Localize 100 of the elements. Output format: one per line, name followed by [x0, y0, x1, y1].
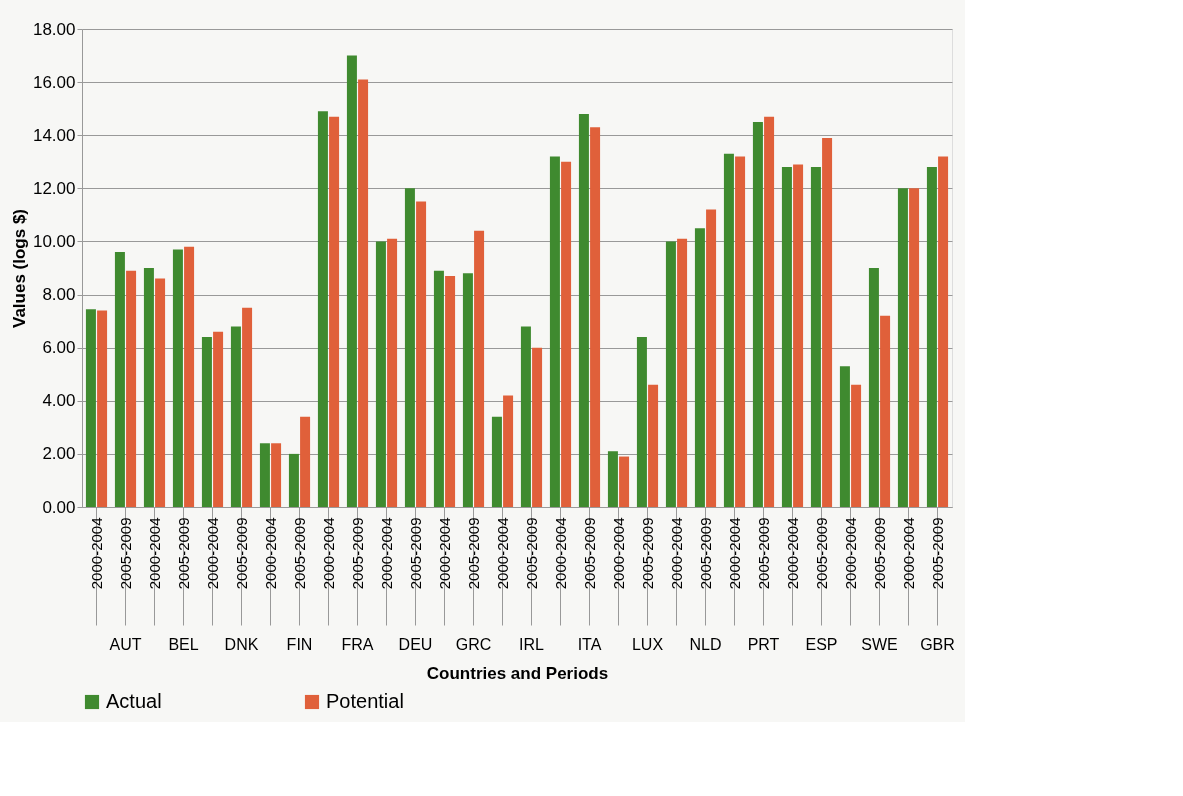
- bar: [375, 241, 386, 507]
- bar: [433, 270, 444, 507]
- y-tick-label: 4.00: [42, 391, 76, 411]
- text: GRC: [455, 636, 492, 653]
- x-tick-label: 2005-2009: [290, 517, 308, 590]
- bar: [578, 113, 589, 507]
- text: NLD: [689, 636, 722, 653]
- bar: [242, 307, 253, 507]
- x-tick-label: 2005-2009: [348, 517, 366, 590]
- bar: [503, 395, 514, 507]
- bar: [590, 127, 601, 507]
- text: LUX: [631, 636, 664, 653]
- x-tick-label: 2000-2004: [783, 517, 801, 590]
- bar: [781, 167, 792, 507]
- bar: [259, 443, 270, 507]
- bar: [822, 137, 833, 507]
- bar: [300, 416, 311, 507]
- bar: [926, 167, 937, 507]
- bar: [288, 453, 299, 507]
- bar: [358, 79, 369, 507]
- y-axis-title: Values (logs $): [9, 208, 29, 329]
- x-tick-label: 2005-2009: [174, 517, 192, 590]
- x-tick-label: 2000-2004: [87, 517, 105, 590]
- bar: [665, 241, 676, 507]
- x-tick-label: 2005-2009: [464, 517, 482, 590]
- bar: [677, 238, 688, 507]
- x-tick-label: 2000-2004: [261, 517, 279, 590]
- bar: [462, 273, 473, 507]
- x-tick-label: 2000-2004: [725, 517, 743, 590]
- bar: [155, 278, 166, 507]
- bar: [143, 268, 154, 507]
- text: ESP: [805, 636, 838, 653]
- bar: [839, 366, 850, 507]
- bar: [97, 310, 108, 507]
- x-tick-label: 2000-2004: [145, 517, 163, 590]
- bar: [532, 347, 543, 507]
- text: DNK: [224, 636, 259, 653]
- y-tick-label: 2.00: [42, 444, 76, 464]
- y-tick-label: 0.00: [42, 497, 76, 517]
- x-tick-label: 2005-2009: [928, 517, 946, 590]
- bar: [213, 331, 224, 507]
- bar: [346, 55, 357, 507]
- bar: [648, 384, 659, 507]
- x-tick-label: 2005-2009: [812, 517, 830, 590]
- bar: [172, 249, 183, 507]
- bar: [880, 315, 891, 507]
- y-tick-label: 10.00: [32, 231, 76, 251]
- bar: [416, 201, 427, 507]
- bar: [938, 156, 949, 507]
- bar: [271, 443, 282, 507]
- bar: [897, 188, 908, 507]
- bar: [909, 188, 920, 507]
- x-tick-label: 2000-2004: [493, 517, 511, 590]
- text: ITA: [577, 636, 602, 653]
- bar: [445, 275, 456, 507]
- bar: [607, 451, 618, 507]
- x-tick-label: 2005-2009: [638, 517, 656, 590]
- text: SWE: [861, 636, 898, 653]
- text: FIN: [286, 636, 313, 653]
- text: PRT: [747, 636, 780, 653]
- x-tick-label: 2005-2009: [406, 517, 424, 590]
- bar: [723, 153, 734, 507]
- bar: [868, 268, 879, 507]
- x-tick-label: 2005-2009: [116, 517, 134, 590]
- bar: [201, 337, 212, 507]
- bar: [387, 238, 398, 507]
- bar: [329, 116, 340, 507]
- bar: [126, 270, 137, 507]
- y-tick-label: 12.00: [32, 178, 76, 198]
- bar: [735, 156, 746, 507]
- bar: [184, 246, 195, 507]
- x-tick-label: 2005-2009: [232, 517, 250, 590]
- bar: [520, 326, 531, 507]
- x-tick-label: 2005-2009: [754, 517, 772, 590]
- bar: [793, 164, 804, 507]
- x-axis-title: Countries and Periods: [426, 664, 609, 683]
- text: FRA: [341, 636, 374, 653]
- x-tick-label: 2005-2009: [522, 517, 540, 590]
- x-tick-label: 2000-2004: [203, 517, 221, 590]
- legend-label: Potential: [326, 690, 404, 712]
- text: IRL: [519, 636, 545, 653]
- x-tick-label: 2000-2004: [377, 517, 395, 590]
- bar: [474, 230, 485, 507]
- bar: [694, 228, 705, 507]
- legend-label: Actual: [106, 690, 162, 712]
- x-tick-label: 2005-2009: [870, 517, 888, 590]
- bar: [764, 116, 775, 507]
- y-tick-label: 16.00: [32, 72, 76, 92]
- bar: [491, 416, 502, 507]
- bar: [549, 156, 560, 507]
- bar: [230, 326, 241, 507]
- bar: [404, 188, 415, 507]
- bar: [636, 337, 647, 507]
- x-tick-label: 2000-2004: [551, 517, 569, 590]
- text: BEL: [168, 636, 199, 653]
- x-tick-label: 2000-2004: [319, 517, 337, 590]
- x-tick-label: 2000-2004: [609, 517, 627, 590]
- x-tick-label: 2005-2009: [696, 517, 714, 590]
- bar: [619, 456, 630, 507]
- bar: [317, 111, 328, 507]
